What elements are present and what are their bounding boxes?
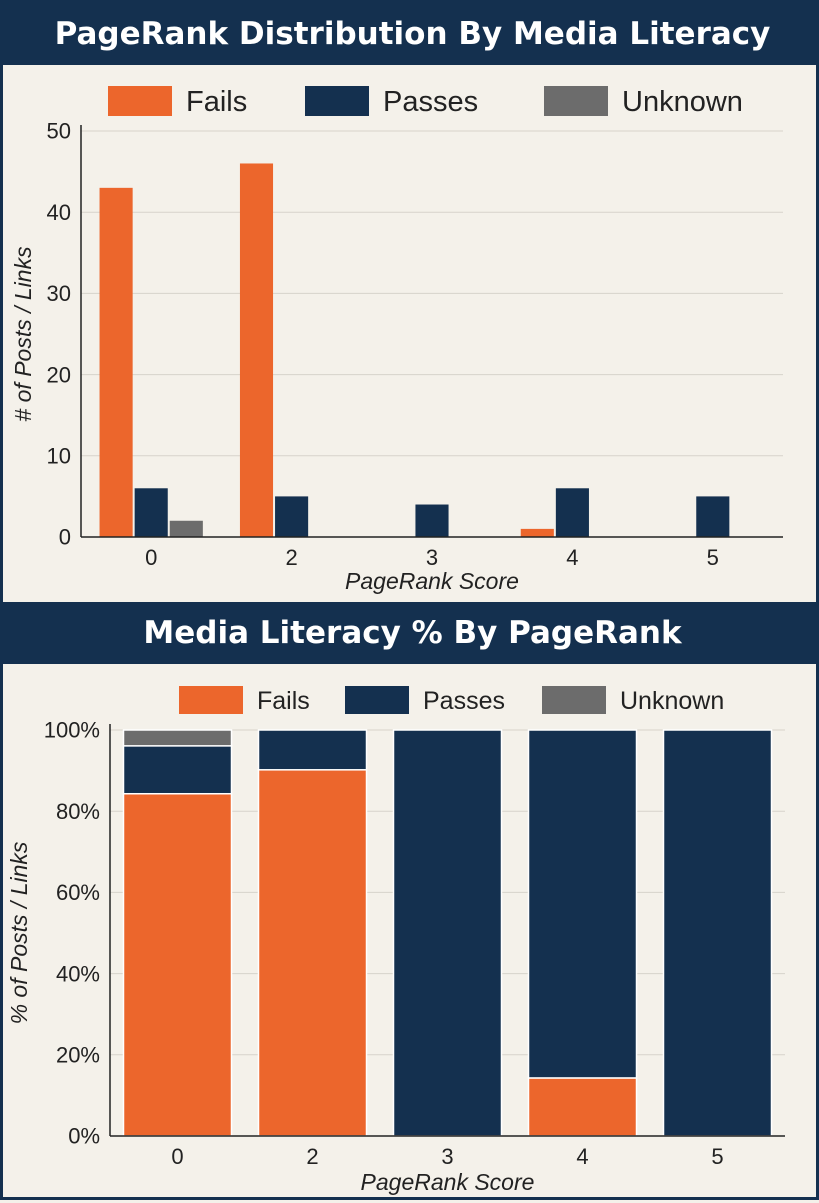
- x-tick-label: 2: [285, 545, 297, 570]
- y-tick-label: 40: [47, 200, 71, 225]
- legend-swatch-unknown: [542, 686, 606, 714]
- legend-swatch-fails: [179, 686, 243, 714]
- legend-swatch-unknown: [544, 86, 608, 116]
- bar-fails-2: [257, 769, 368, 1137]
- bar-fails-0: [122, 792, 233, 1137]
- chart-1-title: PageRank Distribution By Media Literacy: [3, 3, 819, 65]
- legend-label-fails: Fails: [257, 687, 310, 715]
- x-axis-title: PageRank Score: [361, 1169, 535, 1195]
- legend-swatch-passes: [345, 686, 409, 714]
- legend-label-unknown: Unknown: [620, 687, 724, 715]
- bar-fails-4: [527, 1077, 638, 1137]
- legend-label-fails: Fails: [186, 86, 247, 118]
- y-tick-label: 40%: [56, 961, 100, 986]
- x-tick-label: 0: [171, 1144, 183, 1169]
- chart-2-title: Media Literacy % By PageRank: [3, 602, 819, 664]
- y-tick-label: 0%: [68, 1124, 100, 1149]
- bar-passes-5: [662, 729, 773, 1137]
- legend-label-passes: Passes: [423, 687, 505, 715]
- bar-unknown-0: [122, 729, 233, 747]
- bar-fails-0: [99, 187, 133, 537]
- bar-passes-3: [392, 729, 503, 1137]
- chart-2-percentage: Fails Passes Unknown 0% 20% 40% 60% 80% 100% 0 2 3 4…: [6, 686, 785, 1195]
- x-tick-label: 3: [441, 1144, 453, 1169]
- y-tick-label: 20: [47, 362, 71, 387]
- bar-unknown-0: [169, 520, 203, 537]
- y-tick-label: 30: [47, 281, 71, 306]
- legend-label-unknown: Unknown: [622, 86, 743, 118]
- x-tick-label: 5: [711, 1144, 723, 1169]
- x-tick-label: 3: [426, 545, 438, 570]
- y-tick-label: 100%: [44, 718, 100, 743]
- bar-fails-4: [520, 528, 554, 537]
- x-tick-label: 0: [145, 545, 157, 570]
- bar-passes-0: [122, 745, 233, 795]
- bar-passes-4: [527, 729, 638, 1079]
- bar-passes-5: [696, 496, 730, 537]
- bar-passes-2: [275, 496, 309, 537]
- bar-passes-2: [257, 729, 368, 771]
- y-tick-label: 80%: [56, 799, 100, 824]
- legend-swatch-passes: [305, 86, 369, 116]
- y-tick-label: 0: [59, 525, 71, 550]
- y-tick-label: 20%: [56, 1043, 100, 1068]
- x-tick-label: 5: [707, 545, 719, 570]
- legend-swatch-fails: [108, 86, 172, 116]
- x-tick-label: 4: [576, 1144, 588, 1169]
- bar-passes-0: [134, 488, 168, 537]
- bar-passes-3: [415, 504, 449, 537]
- y-axis-title: # of Posts / Links: [10, 246, 36, 422]
- x-tick-label: 4: [566, 545, 578, 570]
- x-axis-title: PageRank Score: [345, 568, 519, 594]
- legend-label-passes: Passes: [383, 86, 478, 118]
- y-tick-label: 60%: [56, 880, 100, 905]
- x-tick-label: 2: [306, 1144, 318, 1169]
- y-axis-title: % of Posts / Links: [6, 841, 32, 1024]
- y-tick-label: 50: [47, 119, 71, 144]
- chart-1-distribution: Fails Passes Unknown 0 10 20 30 40 50 0 2 3 4 5 PageRa…: [10, 86, 783, 594]
- y-tick-label: 10: [47, 444, 71, 469]
- bar-passes-4: [555, 488, 589, 537]
- bar-fails-2: [239, 163, 274, 537]
